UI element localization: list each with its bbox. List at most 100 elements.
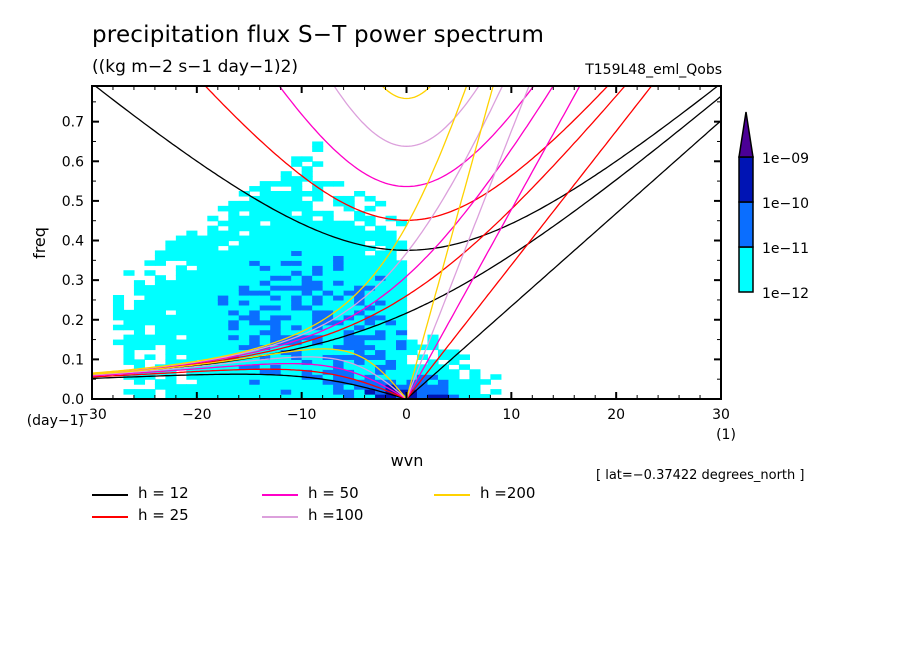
power-cell — [291, 329, 303, 336]
power-cell — [416, 379, 429, 385]
power-cell — [249, 344, 261, 351]
power-cell — [280, 265, 292, 271]
power-cell — [228, 389, 240, 395]
power-cell — [249, 374, 261, 380]
power-cell — [479, 394, 491, 399]
power-cell — [312, 195, 324, 202]
power-cell — [406, 364, 418, 370]
power-cell — [154, 304, 166, 311]
power-cell — [406, 394, 418, 399]
power-cell — [270, 309, 282, 316]
power-cell — [343, 339, 355, 346]
power-cell — [333, 364, 345, 370]
power-cell — [280, 270, 292, 276]
power-cell — [228, 374, 240, 380]
power-cell — [343, 369, 355, 375]
power-cell — [322, 379, 334, 385]
power-cell — [270, 190, 282, 197]
power-cell — [333, 374, 345, 380]
power-cell — [165, 280, 177, 286]
y-units-label: (day−1) — [27, 413, 84, 429]
power-cell — [270, 384, 282, 390]
power-cell — [165, 344, 177, 351]
power-cell — [312, 294, 324, 301]
power-cell — [217, 240, 229, 247]
power-cell — [165, 290, 177, 296]
power-cell — [333, 265, 345, 271]
colorbar-extend-arrow — [738, 111, 754, 158]
power-cell — [165, 389, 177, 395]
power-cell — [270, 250, 282, 256]
power-cell — [259, 280, 271, 286]
y-axis: 0.0 0.1 0.2 0.3 0.4 0.5 0.6 0.7 — [62, 101, 721, 408]
power-cell — [154, 280, 166, 286]
power-cell — [291, 309, 303, 316]
power-cell — [270, 364, 282, 370]
power-cell — [375, 200, 387, 207]
kelvin-curve-h200 — [405, 86, 494, 399]
power-cell — [490, 389, 502, 395]
power-cell — [354, 250, 366, 256]
power-cell — [112, 314, 125, 321]
power-cell — [333, 270, 345, 276]
power-cell — [165, 285, 177, 291]
power-cell — [427, 359, 439, 365]
power-cell — [375, 344, 387, 351]
power-cell — [301, 235, 313, 242]
power-cell — [354, 245, 366, 252]
power-cell — [249, 359, 261, 365]
power-cell — [312, 304, 324, 311]
power-cell — [270, 270, 282, 276]
power-cell — [312, 146, 324, 152]
power-cell — [154, 290, 166, 296]
power-cell — [333, 181, 345, 187]
power-cell — [249, 394, 261, 399]
power-cell — [375, 265, 387, 271]
legend-label: h = 50 — [308, 484, 359, 502]
power-cell — [259, 230, 271, 237]
power-cell — [154, 329, 166, 336]
power-cell — [312, 344, 324, 351]
power-cell — [175, 255, 187, 261]
power-cell — [207, 324, 219, 331]
power-cell — [228, 205, 240, 212]
power-cell — [238, 200, 250, 207]
power-cell — [196, 354, 208, 360]
power-cell — [375, 275, 387, 281]
power-cell — [280, 379, 292, 385]
power-cell — [322, 384, 334, 390]
power-cell — [217, 255, 229, 261]
power-cell — [312, 299, 324, 306]
power-cell — [133, 389, 146, 395]
power-cell — [333, 225, 345, 232]
power-cell — [343, 389, 355, 395]
power-cell — [333, 314, 345, 321]
power-cell — [196, 304, 208, 311]
power-cell — [396, 309, 408, 316]
power-cell — [312, 161, 324, 167]
power-cell — [186, 374, 198, 380]
power-cell — [175, 314, 187, 321]
power-cell — [375, 230, 387, 237]
power-cell — [123, 324, 135, 331]
power-cell — [375, 225, 387, 232]
power-cell — [291, 220, 303, 227]
power-cell — [312, 275, 324, 281]
power-cell — [249, 200, 261, 207]
power-cell — [165, 334, 177, 341]
chart-units: ((kg m−2 s−1 day−1)2) — [92, 57, 299, 77]
power-cell — [280, 294, 292, 301]
power-cell — [259, 354, 271, 360]
y-axis-label: freq — [30, 227, 49, 259]
power-cell — [333, 359, 345, 365]
power-cell — [186, 294, 198, 301]
power-cell — [123, 314, 135, 321]
power-cell — [343, 309, 355, 316]
power-cell — [175, 265, 187, 271]
power-cell — [364, 299, 376, 306]
power-cell — [291, 245, 303, 252]
power-cell — [364, 205, 376, 212]
power-cell — [154, 334, 166, 341]
power-cell — [238, 389, 250, 395]
power-cell — [448, 389, 460, 395]
